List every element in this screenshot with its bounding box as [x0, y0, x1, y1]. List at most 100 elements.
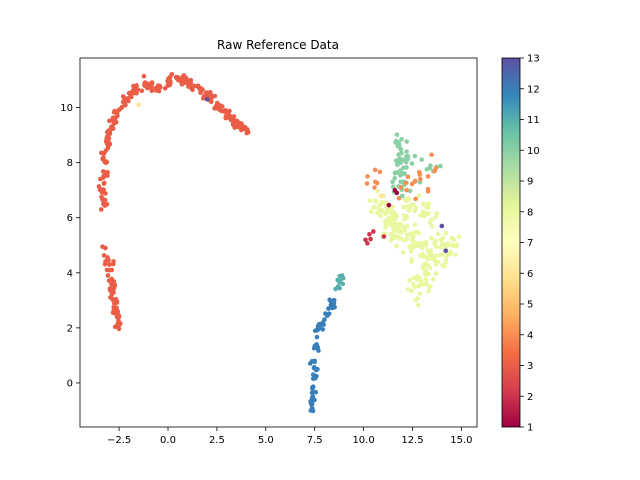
data-point: [320, 327, 326, 332]
data-point: [415, 296, 420, 301]
x-tick-label: 5.0: [258, 435, 274, 446]
data-point: [407, 277, 412, 283]
data-point: [399, 136, 404, 142]
data-point: [235, 124, 241, 130]
data-point: [178, 78, 184, 83]
data-point: [402, 217, 407, 222]
data-point: [102, 261, 108, 267]
data-point: [326, 311, 332, 316]
data-point: [412, 222, 418, 228]
data-point: [122, 99, 128, 105]
data-point: [413, 196, 418, 202]
y-tick-label: 6: [67, 213, 73, 224]
data-point: [397, 156, 403, 161]
colorbar-tick-label: 13: [527, 54, 540, 65]
data-point: [423, 240, 429, 245]
data-point: [428, 163, 433, 168]
x-tick-label: −2.5: [107, 435, 131, 446]
data-point: [131, 83, 136, 89]
data-point: [423, 277, 429, 282]
data-point: [107, 262, 112, 267]
data-point: [340, 275, 346, 281]
data-point: [425, 248, 430, 253]
data-point: [404, 204, 409, 210]
data-point: [398, 172, 403, 178]
data-point: [105, 273, 111, 278]
colorbar-tick-label: 10: [527, 146, 540, 157]
data-point: [420, 209, 426, 215]
data-point: [394, 132, 400, 138]
data-point: [388, 232, 394, 237]
data-point: [429, 235, 434, 241]
data-point: [229, 116, 235, 122]
colorbar-tick-label: 1: [527, 423, 533, 434]
data-point: [224, 110, 229, 116]
data-point: [390, 204, 396, 210]
data-point: [395, 227, 401, 233]
data-point: [390, 179, 395, 185]
data-point: [238, 121, 243, 126]
data-point: [392, 213, 398, 219]
data-point: [443, 248, 449, 254]
data-point: [420, 201, 426, 207]
data-point: [100, 156, 105, 162]
data-point: [426, 201, 431, 206]
data-point: [327, 297, 332, 303]
data-point: [413, 205, 419, 211]
data-point: [406, 208, 412, 213]
data-point: [435, 231, 441, 237]
data-point: [121, 95, 127, 101]
data-point: [417, 291, 423, 296]
data-point: [425, 186, 431, 192]
data-point: [103, 160, 109, 166]
data-point: [388, 215, 394, 221]
data-point: [167, 78, 173, 84]
data-point: [227, 113, 233, 119]
data-point: [394, 243, 399, 249]
data-point: [404, 223, 410, 229]
data-point: [204, 97, 210, 102]
colorbar-tick-label: 4: [527, 330, 533, 341]
data-point: [113, 296, 119, 302]
colorbar-tick-label: 11: [527, 115, 540, 126]
colorbar-tick-label: 9: [527, 177, 533, 188]
y-tick-label: 0: [67, 378, 73, 389]
data-point: [430, 224, 435, 229]
data-point: [433, 238, 438, 244]
data-point: [97, 187, 103, 193]
data-point: [107, 267, 112, 273]
data-point: [182, 77, 188, 83]
data-point: [451, 237, 457, 242]
y-tick-label: 4: [67, 268, 73, 279]
data-point: [437, 253, 442, 258]
data-point: [198, 87, 203, 92]
data-point: [372, 205, 378, 210]
data-point: [110, 126, 116, 131]
data-point: [404, 139, 409, 144]
data-point: [329, 305, 335, 311]
data-point: [439, 223, 445, 229]
x-tick-label: 15.0: [450, 435, 472, 446]
data-point: [111, 308, 117, 313]
data-point: [136, 102, 141, 108]
data-point: [395, 162, 400, 168]
data-point: [309, 390, 315, 395]
data-point: [383, 225, 389, 230]
data-point: [365, 174, 370, 179]
data-point: [427, 284, 432, 290]
data-point: [438, 163, 443, 169]
data-point: [425, 256, 431, 262]
y-axis: 0 2 4 6 8 10: [60, 103, 80, 389]
data-point: [412, 178, 418, 184]
data-point: [432, 168, 437, 174]
data-point: [308, 400, 314, 406]
colorbar: [501, 57, 521, 428]
data-point: [146, 85, 151, 90]
y-tick-label: 8: [67, 158, 73, 169]
data-point: [212, 93, 218, 99]
data-point: [393, 138, 399, 144]
data-point: [453, 252, 458, 257]
data-point: [374, 180, 380, 186]
chart-title: Raw Reference Data: [217, 38, 339, 52]
